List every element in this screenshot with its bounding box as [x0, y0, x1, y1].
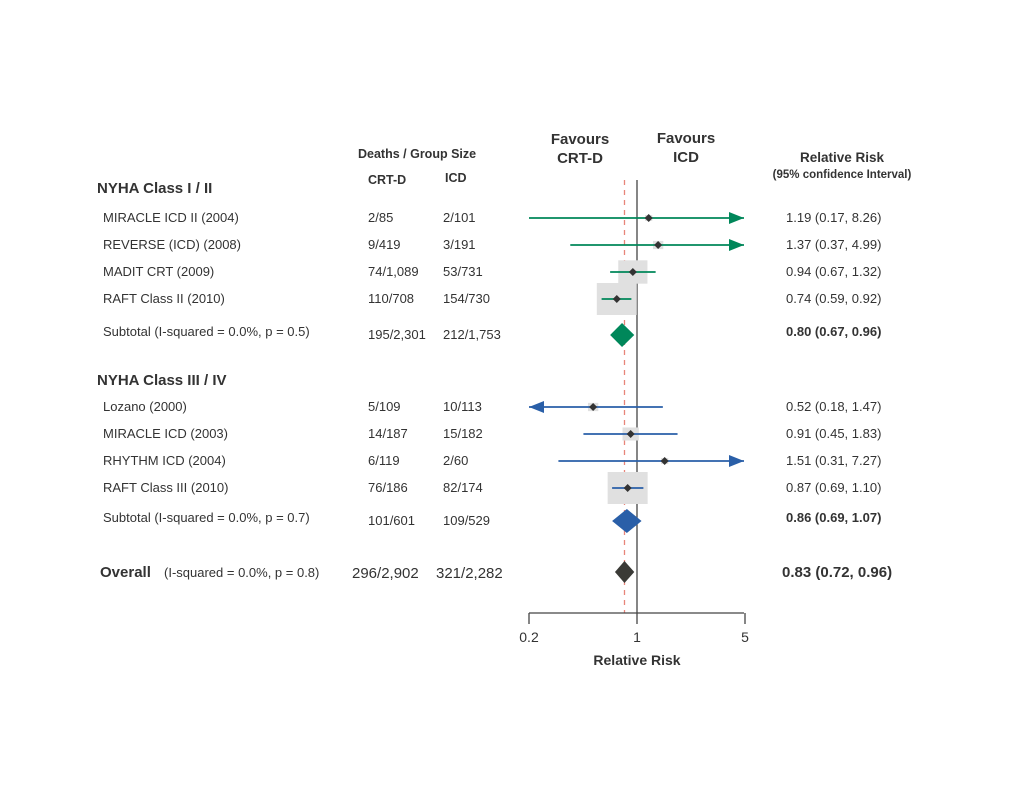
relative-risk-ci: 0.52 (0.18, 1.47) [786, 399, 881, 414]
crtd-events: 110/708 [368, 291, 414, 306]
relative-risk-ci: 0.74 (0.59, 0.92) [786, 291, 881, 306]
favours-icd-line2: ICD [673, 149, 699, 166]
group-title: NYHA Class I / II [97, 180, 212, 197]
rr-header: Relative Risk [800, 150, 885, 165]
icd-events: 2/60 [443, 453, 468, 468]
favours-crtd-line1: Favours [551, 131, 609, 148]
overall-ci: 0.83 (0.72, 0.96) [782, 564, 892, 581]
point-estimate [589, 403, 598, 411]
x-axis-label: Relative Risk [593, 652, 680, 668]
x-tick-label: 0.2 [519, 629, 539, 645]
crtd-events: 6/119 [368, 453, 400, 468]
ci-arrow-right [729, 212, 744, 224]
icd-events: 3/191 [443, 237, 476, 252]
point-estimate [644, 214, 653, 222]
crtd-events: 74/1,089 [368, 264, 419, 279]
subtotal-crtd: 195/2,301 [368, 327, 426, 342]
relative-risk-ci: 1.37 (0.37, 4.99) [786, 237, 881, 252]
crtd-events: 5/109 [368, 399, 401, 414]
x-tick-label: 1 [633, 629, 641, 645]
icd-events: 82/174 [443, 480, 483, 495]
crtd-header: CRT-D [368, 173, 406, 187]
overall-stats: (I-squared = 0.0%, p = 0.8) [164, 565, 319, 580]
study-name: MADIT CRT (2009) [103, 264, 214, 279]
subtotal-icd: 109/529 [443, 513, 490, 528]
overall-icd: 321/2,282 [436, 565, 503, 582]
overall-crtd: 296/2,902 [352, 565, 419, 582]
favours-crtd-line2: CRT-D [557, 150, 603, 167]
ci-arrow-right [729, 455, 744, 467]
overall-diamond [614, 561, 635, 583]
relative-risk-ci: 0.91 (0.45, 1.83) [786, 426, 881, 441]
point-estimate [623, 484, 632, 492]
study-name: RHYTHM ICD (2004) [103, 453, 226, 468]
relative-risk-ci: 1.51 (0.31, 7.27) [786, 453, 881, 468]
study-name: RAFT Class II (2010) [103, 291, 225, 306]
subtotal-icd: 212/1,753 [443, 327, 501, 342]
relative-risk-ci: 1.19 (0.17, 8.26) [786, 210, 881, 225]
study-name: RAFT Class III (2010) [103, 480, 228, 495]
study-name: Lozano (2000) [103, 399, 187, 414]
relative-risk-ci: 0.87 (0.69, 1.10) [786, 480, 881, 495]
ci-arrow-left [529, 401, 544, 413]
subtotal-diamond [612, 509, 642, 533]
relative-risk-ci: 0.94 (0.67, 1.32) [786, 264, 881, 279]
icd-events: 2/101 [443, 210, 476, 225]
subtotal-crtd: 101/601 [368, 513, 415, 528]
icd-events: 154/730 [443, 291, 490, 306]
icd-events: 10/113 [443, 399, 482, 414]
crtd-events: 76/186 [368, 480, 408, 495]
subtotal-label: Subtotal (I-squared = 0.0%, p = 0.7) [103, 510, 310, 525]
crtd-events: 2/85 [368, 210, 393, 225]
point-estimate [654, 241, 663, 249]
favours-icd-line1: Favours [657, 130, 715, 147]
crtd-events: 14/187 [368, 426, 408, 441]
point-estimate [628, 268, 637, 276]
deaths-header: Deaths / Group Size [358, 147, 476, 161]
x-tick-label: 5 [741, 629, 749, 645]
crtd-events: 9/419 [368, 237, 401, 252]
group-title: NYHA Class III / IV [97, 372, 227, 389]
point-estimate [612, 295, 621, 303]
subtotal-ci: 0.86 (0.69, 1.07) [786, 510, 881, 525]
point-estimate [626, 430, 635, 438]
overall-label: Overall [100, 564, 151, 581]
study-name: MIRACLE ICD (2003) [103, 426, 228, 441]
point-estimate [660, 457, 669, 465]
subtotal-ci: 0.80 (0.67, 0.96) [786, 324, 881, 339]
subtotal-diamond [610, 323, 635, 347]
ci-arrow-right [729, 239, 744, 251]
study-name: REVERSE (ICD) (2008) [103, 237, 241, 252]
icd-events: 53/731 [443, 264, 483, 279]
rr-subheader: (95% confidence Interval) [773, 169, 912, 181]
icd-events: 15/182 [443, 426, 483, 441]
study-name: MIRACLE ICD II (2004) [103, 210, 239, 225]
subtotal-label: Subtotal (I-squared = 0.0%, p = 0.5) [103, 324, 310, 339]
icd-header: ICD [445, 171, 467, 185]
